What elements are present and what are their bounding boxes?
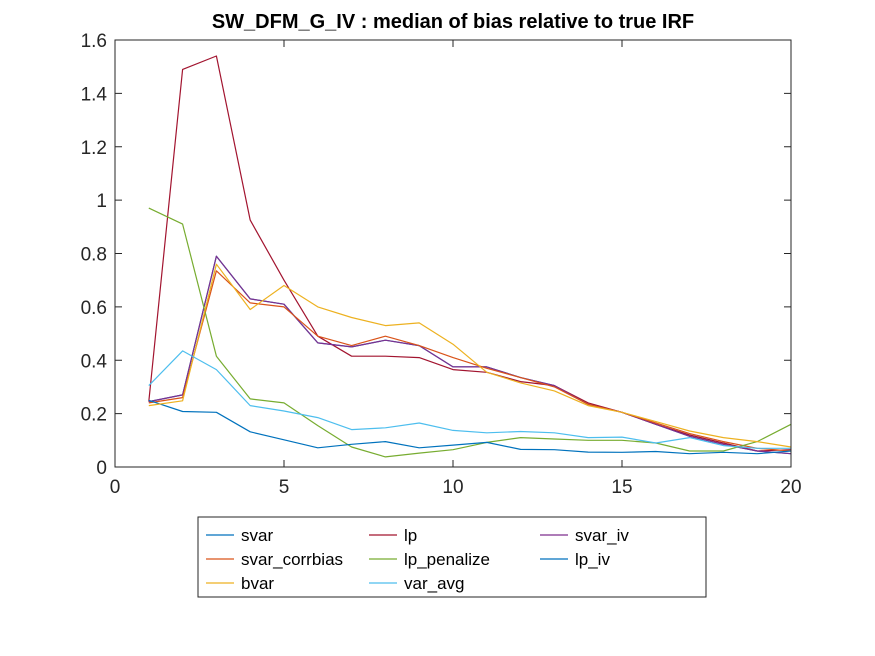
- series-line-bvar: [148, 263, 792, 448]
- y-tick-label: 0.8: [81, 245, 107, 266]
- legend-label-svar_corrbias: svar_corrbias: [241, 550, 343, 569]
- x-tick-label: 0: [110, 477, 121, 498]
- axes-layer: 0 5 10 15 20 0 0.2 0.4 0.6 0.8 1 1.2 1.4 1.6: [81, 31, 802, 498]
- series-layer: [148, 55, 792, 458]
- series-line-lp_iv: [148, 399, 792, 455]
- legend-box: [197, 516, 707, 598]
- x-tick-label: 5: [279, 477, 290, 498]
- y-tick-label: 0.4: [81, 351, 108, 372]
- series-line-lp: [148, 55, 792, 452]
- chart-title: SW_DFM_G_IV : median of bias relative to…: [212, 11, 694, 33]
- legend-label-svar_iv: svar_iv: [575, 526, 629, 545]
- series-line-svar_corrbias: [148, 270, 792, 452]
- series-line-lp_penalize: [148, 207, 792, 458]
- plot-area: [115, 40, 791, 467]
- x-tick-label: 20: [780, 477, 801, 498]
- y-tick-label: 0.6: [81, 298, 107, 319]
- legend-label-lp_penalize: lp_penalize: [404, 550, 490, 569]
- series-line-var_avg: [148, 350, 791, 449]
- x-tick-label: 15: [611, 477, 632, 498]
- x-tick-label: 10: [442, 477, 463, 498]
- y-tick-label: 1.2: [81, 138, 107, 159]
- y-tick-label: 0: [96, 458, 107, 479]
- y-tick-label: 1: [96, 191, 107, 212]
- y-tick-label: 1.6: [81, 31, 107, 52]
- legend-label-lp_iv: lp_iv: [575, 550, 610, 569]
- legend-label-var_avg: var_avg: [404, 574, 464, 593]
- y-tick-label: 1.4: [81, 84, 108, 105]
- series-line-svar_iv: [148, 255, 792, 455]
- y-tick-label: 0.2: [81, 405, 107, 426]
- legend-label-bvar: bvar: [241, 574, 274, 593]
- legend: svar lp svar_iv svar_corrbias lp_penalize lp_…: [197, 516, 707, 598]
- legend-label-lp: lp: [404, 526, 417, 545]
- legend-label-svar: svar: [241, 526, 273, 545]
